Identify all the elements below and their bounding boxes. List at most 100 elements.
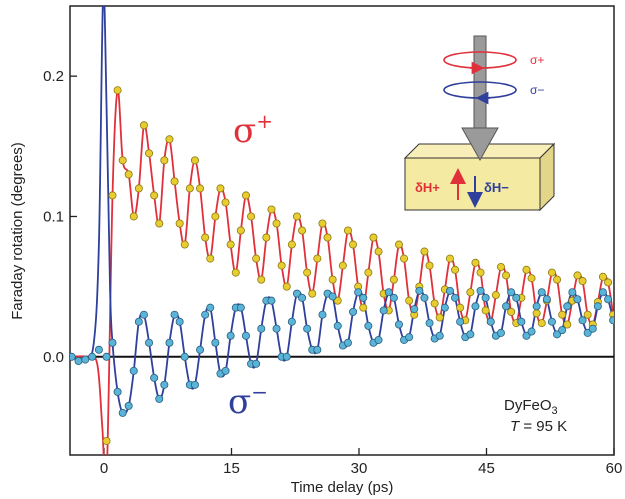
x-tick-label: 0 bbox=[100, 460, 108, 477]
sigma-minus-point bbox=[588, 324, 597, 333]
sigma-plus-point bbox=[394, 240, 403, 249]
sigma-plus-point bbox=[374, 247, 383, 256]
sigma-plus-point bbox=[573, 271, 582, 280]
sigma-plus-point bbox=[389, 275, 398, 284]
sigma-minus-point bbox=[150, 373, 159, 382]
sigma-plus-point bbox=[522, 265, 531, 274]
sigma-plus-point bbox=[308, 289, 317, 298]
sigma-minus-point bbox=[583, 328, 592, 337]
sigma-plus-point bbox=[216, 184, 225, 193]
sigma-plus-point bbox=[598, 272, 607, 281]
sigma-plus-label: σ+ bbox=[233, 109, 273, 151]
sigma-plus-point bbox=[236, 226, 245, 235]
sigma-plus-point bbox=[558, 310, 567, 319]
sigma-minus-point bbox=[165, 338, 174, 347]
sigma-minus-point bbox=[160, 380, 169, 389]
sigma-minus-point bbox=[272, 324, 281, 333]
sigma-plus-point bbox=[496, 262, 505, 271]
sigma-minus-point bbox=[252, 359, 261, 368]
sigma-plus-point bbox=[481, 306, 490, 315]
sigma-plus-point bbox=[134, 184, 143, 193]
sigma-plus-point bbox=[451, 265, 460, 274]
light-beam-arrow-shaft bbox=[473, 35, 487, 135]
sigma-minus-point bbox=[118, 408, 127, 417]
sigma-minus-point bbox=[267, 296, 276, 305]
sigma-minus-point bbox=[211, 338, 220, 347]
sigma-minus-point bbox=[466, 330, 475, 339]
sigma-minus-point bbox=[502, 302, 511, 311]
sigma-minus-point bbox=[134, 317, 143, 326]
x-tick-label: 45 bbox=[478, 460, 495, 477]
sigma-plus-point bbox=[578, 277, 587, 286]
sigma-minus-point bbox=[517, 317, 526, 326]
sigma-minus-point bbox=[226, 331, 235, 340]
sigma-minus-point bbox=[445, 286, 454, 295]
plot-frame bbox=[69, 5, 615, 456]
sigma-minus-point bbox=[568, 288, 577, 297]
sigma-plus-point bbox=[323, 233, 332, 242]
sigma-plus-point bbox=[298, 226, 307, 235]
sigma-minus-point bbox=[343, 338, 352, 347]
y-tick-label: 0.2 bbox=[43, 68, 64, 85]
sigma-minus-point bbox=[359, 293, 368, 302]
sigma-plus-point bbox=[282, 282, 291, 291]
sigma-plus-point bbox=[343, 226, 352, 235]
x-tick-label: 15 bbox=[223, 460, 240, 477]
sigma-plus-point bbox=[547, 268, 556, 277]
sigma-minus-point bbox=[190, 380, 199, 389]
axis-ticks: 0 15 30 45 60 0.0 0.1 0.2 bbox=[43, 68, 622, 477]
sigma-minus-point bbox=[522, 331, 531, 340]
sigma-minus-point bbox=[471, 302, 480, 311]
sigma-minus-point bbox=[313, 345, 322, 354]
sigma-plus-point bbox=[420, 247, 429, 256]
sigma-plus-point bbox=[190, 156, 199, 165]
sigma-plus-point bbox=[113, 86, 122, 95]
sigma-plus-point bbox=[318, 219, 327, 228]
sigma-plus-point bbox=[364, 268, 373, 277]
sigma-minus-point bbox=[476, 286, 485, 295]
sigma-plus-point bbox=[175, 219, 184, 228]
sigma-minus-point bbox=[155, 394, 164, 403]
sigma-minus-point bbox=[364, 321, 373, 330]
sigma-plus-point bbox=[267, 205, 276, 214]
sigma-minus-point bbox=[389, 293, 398, 302]
sigma-minus-point bbox=[328, 292, 337, 301]
sigma-minus-point bbox=[604, 295, 613, 304]
sigma-minus-point bbox=[206, 303, 215, 312]
sigma-minus-point bbox=[257, 324, 266, 333]
sigma-minus-point bbox=[507, 288, 516, 297]
sigma-plus-point bbox=[333, 296, 342, 305]
sample-name: DyFeO3 bbox=[504, 397, 558, 417]
x-tick-label: 60 bbox=[606, 460, 623, 477]
sigma-minus-point bbox=[124, 401, 133, 410]
sigma-minus-point bbox=[415, 286, 424, 295]
sigma-plus-point bbox=[257, 275, 266, 284]
y-tick-label: 0.0 bbox=[43, 349, 64, 366]
sigma-plus-point bbox=[118, 156, 127, 165]
sigma-minus-point bbox=[129, 366, 138, 375]
sigma-plus-point bbox=[262, 233, 271, 242]
sigma-plus-point bbox=[359, 303, 368, 312]
sigma-minus-point bbox=[282, 352, 291, 361]
sigma-plus-point bbox=[231, 268, 240, 277]
inset-dh-minus: δH− bbox=[484, 180, 509, 195]
sigma-plus-point bbox=[466, 288, 475, 297]
sigma-minus-point bbox=[451, 293, 460, 302]
sigma-plus-point bbox=[400, 254, 409, 263]
sigma-minus-point bbox=[292, 289, 301, 298]
sigma-plus-point bbox=[180, 240, 189, 249]
sigma-plus-point bbox=[241, 191, 250, 200]
sigma-plus-point bbox=[272, 219, 281, 228]
sigma-minus-point bbox=[349, 307, 358, 316]
sigma-minus-point bbox=[384, 288, 393, 297]
sigma-plus-point bbox=[206, 254, 215, 263]
sigma-plus-point bbox=[226, 240, 235, 249]
sigma-plus-point bbox=[456, 303, 465, 312]
sigma-plus-point bbox=[170, 177, 179, 186]
sigma-plus-point bbox=[221, 198, 230, 207]
inset-sigma-minus: σ− bbox=[530, 83, 544, 97]
sigma-minus-point bbox=[379, 306, 388, 315]
sigma-minus-point bbox=[456, 317, 465, 326]
sigma-plus-point bbox=[502, 271, 511, 280]
sigma-minus-point bbox=[201, 310, 210, 319]
